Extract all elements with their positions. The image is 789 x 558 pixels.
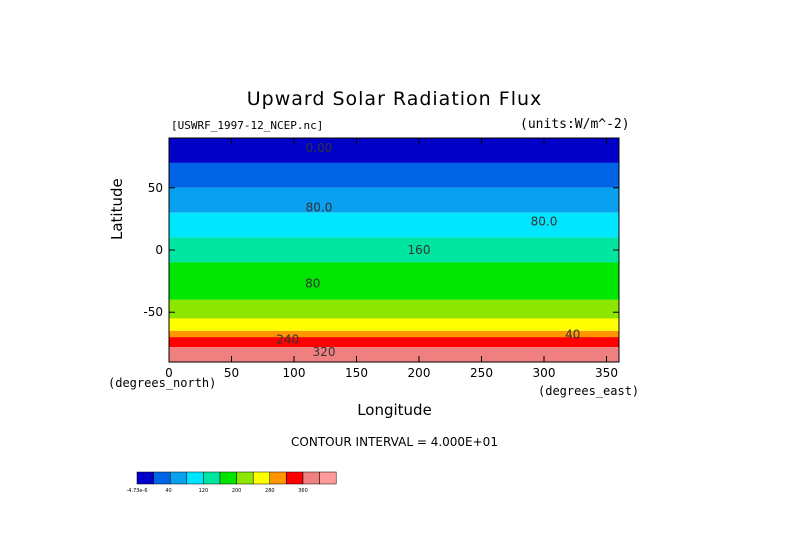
x-tick-label: 250 <box>470 366 493 380</box>
colorbar-swatch <box>302 471 320 485</box>
y-tick-label: 0 <box>155 243 163 257</box>
x-tick-label: 100 <box>283 366 306 380</box>
chart-title: Upward Solar Radiation Flux <box>246 88 543 110</box>
x-tick-label: 200 <box>408 366 431 380</box>
colorbar-swatch <box>203 471 221 485</box>
x-tick-label: 50 <box>224 366 239 380</box>
contour-interval-label: CONTOUR INTERVAL = 4.000E+01 <box>291 435 498 449</box>
field-band-2 <box>169 187 619 213</box>
colorbar-swatch <box>286 471 304 485</box>
y-tick-label: -50 <box>143 305 163 319</box>
colorbar-swatch <box>136 471 154 485</box>
y-unit-note: (degrees_north) <box>108 376 217 390</box>
contour-label: 40 <box>565 328 580 342</box>
colorbar-swatch <box>219 471 237 485</box>
field-band-5 <box>169 262 619 300</box>
x-tick-label: 350 <box>595 366 618 380</box>
contour-label: 80.0 <box>306 201 333 215</box>
y-tick-label: 50 <box>148 181 163 195</box>
colorbar-swatch <box>269 471 287 485</box>
units-label: (units:W/m^-2) <box>520 117 630 132</box>
colorbar-swatch <box>169 471 188 485</box>
contour-label: 0.00 <box>306 141 333 155</box>
colorbar-label: 360 <box>298 488 308 494</box>
field-band-1 <box>169 162 619 188</box>
contour-label: 240 <box>276 333 299 347</box>
source-file-label: [USWRF_1997-12_NCEP.nc] <box>171 119 324 132</box>
field-band-8 <box>169 330 619 338</box>
x-tick-label: 0 <box>165 366 173 380</box>
colorbar-label: 200 <box>232 488 242 494</box>
colorbar-swatch <box>319 471 337 485</box>
field-band-0 <box>169 138 619 163</box>
field-band-7 <box>169 318 619 331</box>
colorbar-label: -4.73e-6 <box>127 488 148 494</box>
field-band-9 <box>169 337 619 348</box>
x-axis-label: Longitude <box>357 401 432 419</box>
colorbar-swatch <box>236 471 254 485</box>
x-unit-note: (degrees_east) <box>538 384 640 398</box>
colorbar-label: 40 <box>165 488 171 494</box>
x-tick-label: 150 <box>345 366 368 380</box>
x-tick-label: 300 <box>533 366 556 380</box>
colorbar-swatch <box>252 471 271 485</box>
contour-label: 320 <box>313 345 336 359</box>
field-band-10 <box>169 347 619 362</box>
colorbar-swatch <box>153 471 171 485</box>
field-band-4 <box>169 237 619 263</box>
colorbar-label: 280 <box>265 488 275 494</box>
field-band-6 <box>169 299 619 319</box>
contour-label: 80.0 <box>531 214 558 228</box>
field-band-3 <box>169 212 619 238</box>
colorbar-swatch <box>186 471 204 485</box>
contour-label: 160 <box>408 243 431 257</box>
contour-label: 80 <box>305 277 320 291</box>
colorbar-label: 120 <box>199 488 209 494</box>
